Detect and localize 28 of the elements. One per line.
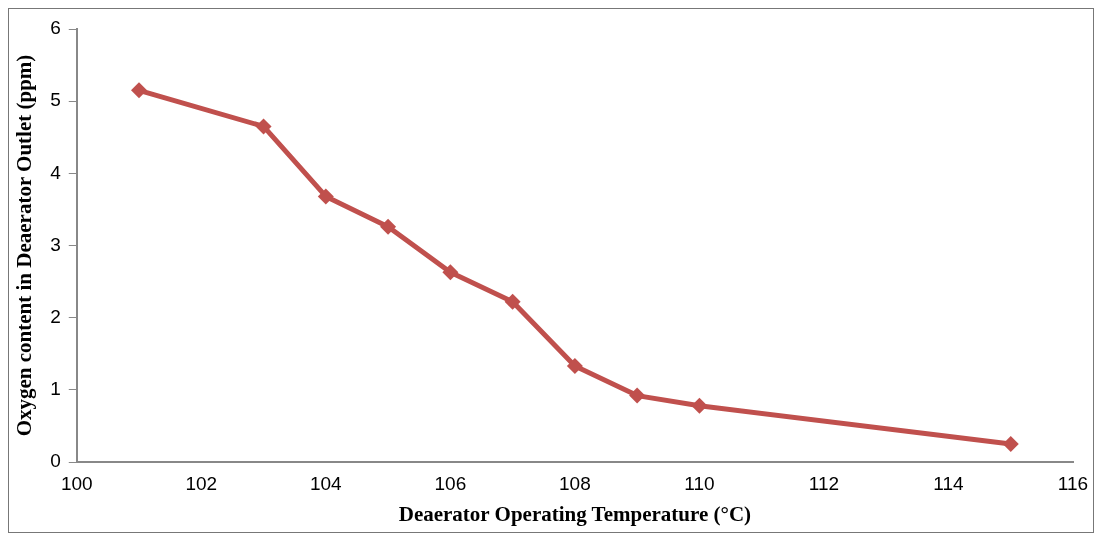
y-tick-label: 3 bbox=[50, 233, 61, 255]
x-tick-label: 110 bbox=[684, 472, 715, 494]
point bbox=[442, 264, 459, 281]
y-tick-label: 4 bbox=[50, 161, 62, 183]
point bbox=[380, 218, 397, 235]
point bbox=[629, 387, 646, 404]
y-tick-label: 6 bbox=[50, 17, 61, 39]
y-axis-title: Oxygen content in Deaerator Outlet (ppm) bbox=[12, 54, 37, 437]
point bbox=[317, 188, 334, 205]
point bbox=[691, 397, 708, 414]
x-tick-label: 102 bbox=[185, 472, 218, 494]
x-tick-label: 108 bbox=[559, 472, 591, 494]
x-axis-title: Deaerator Operating Temperature (°C) bbox=[398, 501, 752, 526]
x-tick-label: 106 bbox=[434, 472, 467, 494]
x-tick-label: 104 bbox=[309, 472, 343, 494]
x-tick-label: 116 bbox=[1057, 472, 1089, 494]
point bbox=[504, 293, 521, 310]
point bbox=[131, 82, 148, 99]
y-tick-label: 1 bbox=[50, 378, 61, 400]
point bbox=[566, 358, 583, 375]
x-tick-label: 112 bbox=[808, 472, 840, 494]
x-tick-label: 100 bbox=[60, 472, 93, 494]
point bbox=[1002, 435, 1019, 452]
y-tick-label: 2 bbox=[50, 305, 61, 327]
y-tick-label: 5 bbox=[50, 89, 61, 111]
x-tick-label: 114 bbox=[933, 472, 965, 494]
point bbox=[255, 118, 272, 135]
y-tick-label: 0 bbox=[50, 450, 61, 472]
